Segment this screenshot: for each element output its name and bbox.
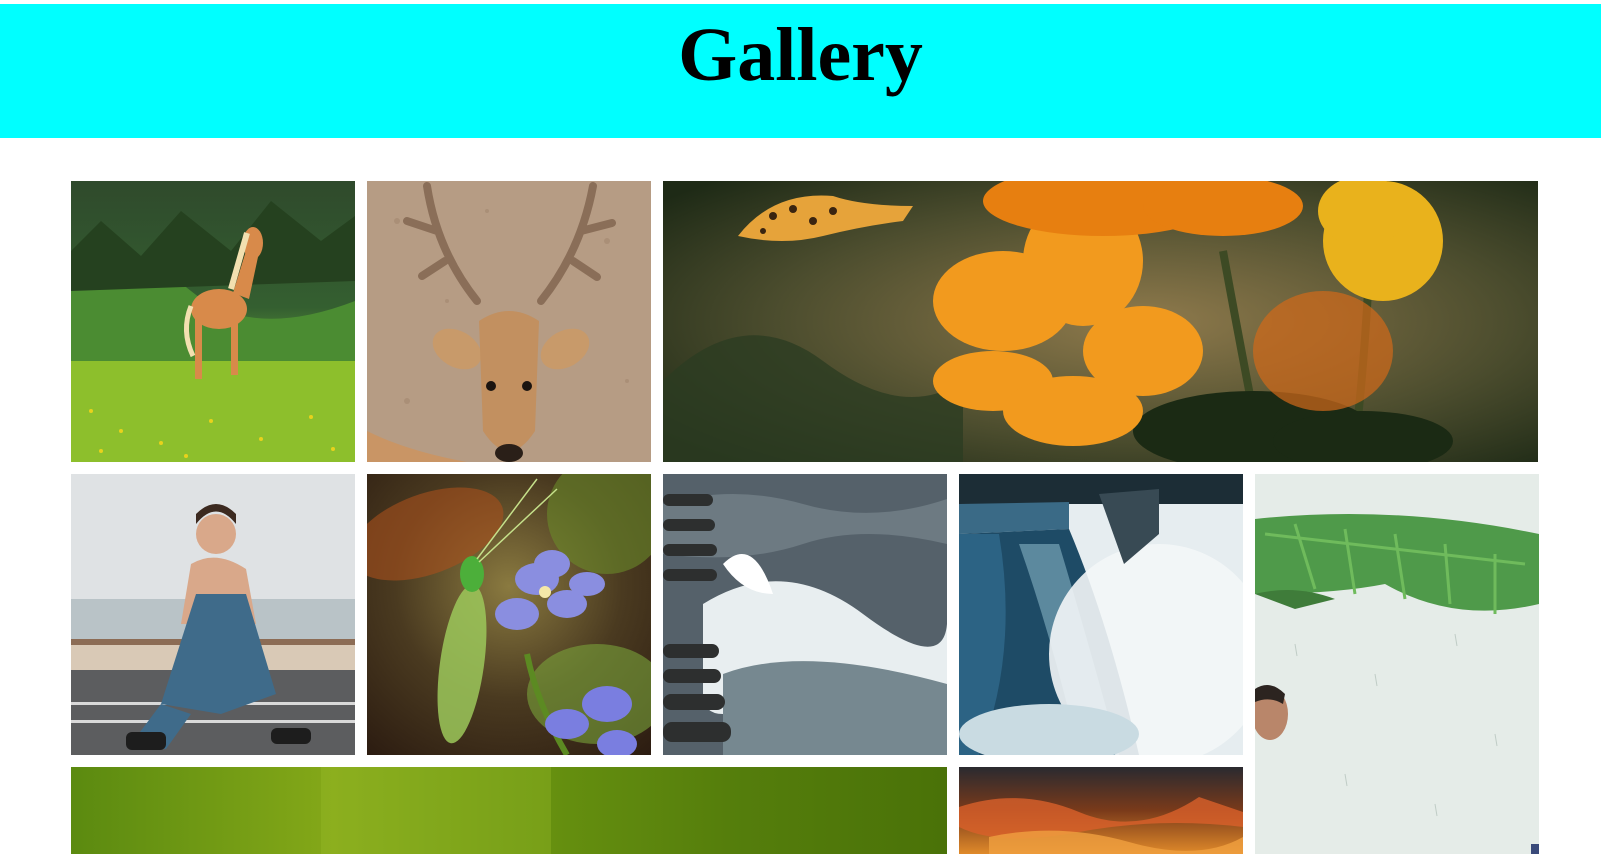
green-blur-image — [71, 767, 947, 854]
girl-image — [71, 474, 355, 755]
flowers-image — [663, 181, 1538, 462]
gallery-image-green-blur[interactable] — [71, 767, 947, 854]
horse-image — [71, 181, 355, 462]
gallery-image-sunset[interactable] — [959, 767, 1243, 854]
gallery-image-girl[interactable] — [71, 474, 355, 755]
gallery-image-flowers[interactable] — [663, 181, 1538, 462]
deer-image — [367, 181, 651, 462]
waves-image — [663, 474, 947, 755]
page-title: Gallery — [678, 13, 923, 97]
lacewing-image — [367, 474, 651, 755]
child-leaf-image — [1255, 474, 1539, 854]
gallery-image-deer[interactable] — [367, 181, 651, 462]
gallery-image-horse[interactable] — [71, 181, 355, 462]
gallery-image-waves[interactable] — [663, 474, 947, 755]
waterfall-image — [959, 474, 1243, 755]
gallery-image-waterfall[interactable] — [959, 474, 1243, 755]
sunset-image — [959, 767, 1243, 854]
gallery-image-child-leaf[interactable] — [1255, 474, 1539, 854]
gallery-header: Gallery — [0, 4, 1601, 138]
gallery-image-lacewing[interactable] — [367, 474, 651, 755]
